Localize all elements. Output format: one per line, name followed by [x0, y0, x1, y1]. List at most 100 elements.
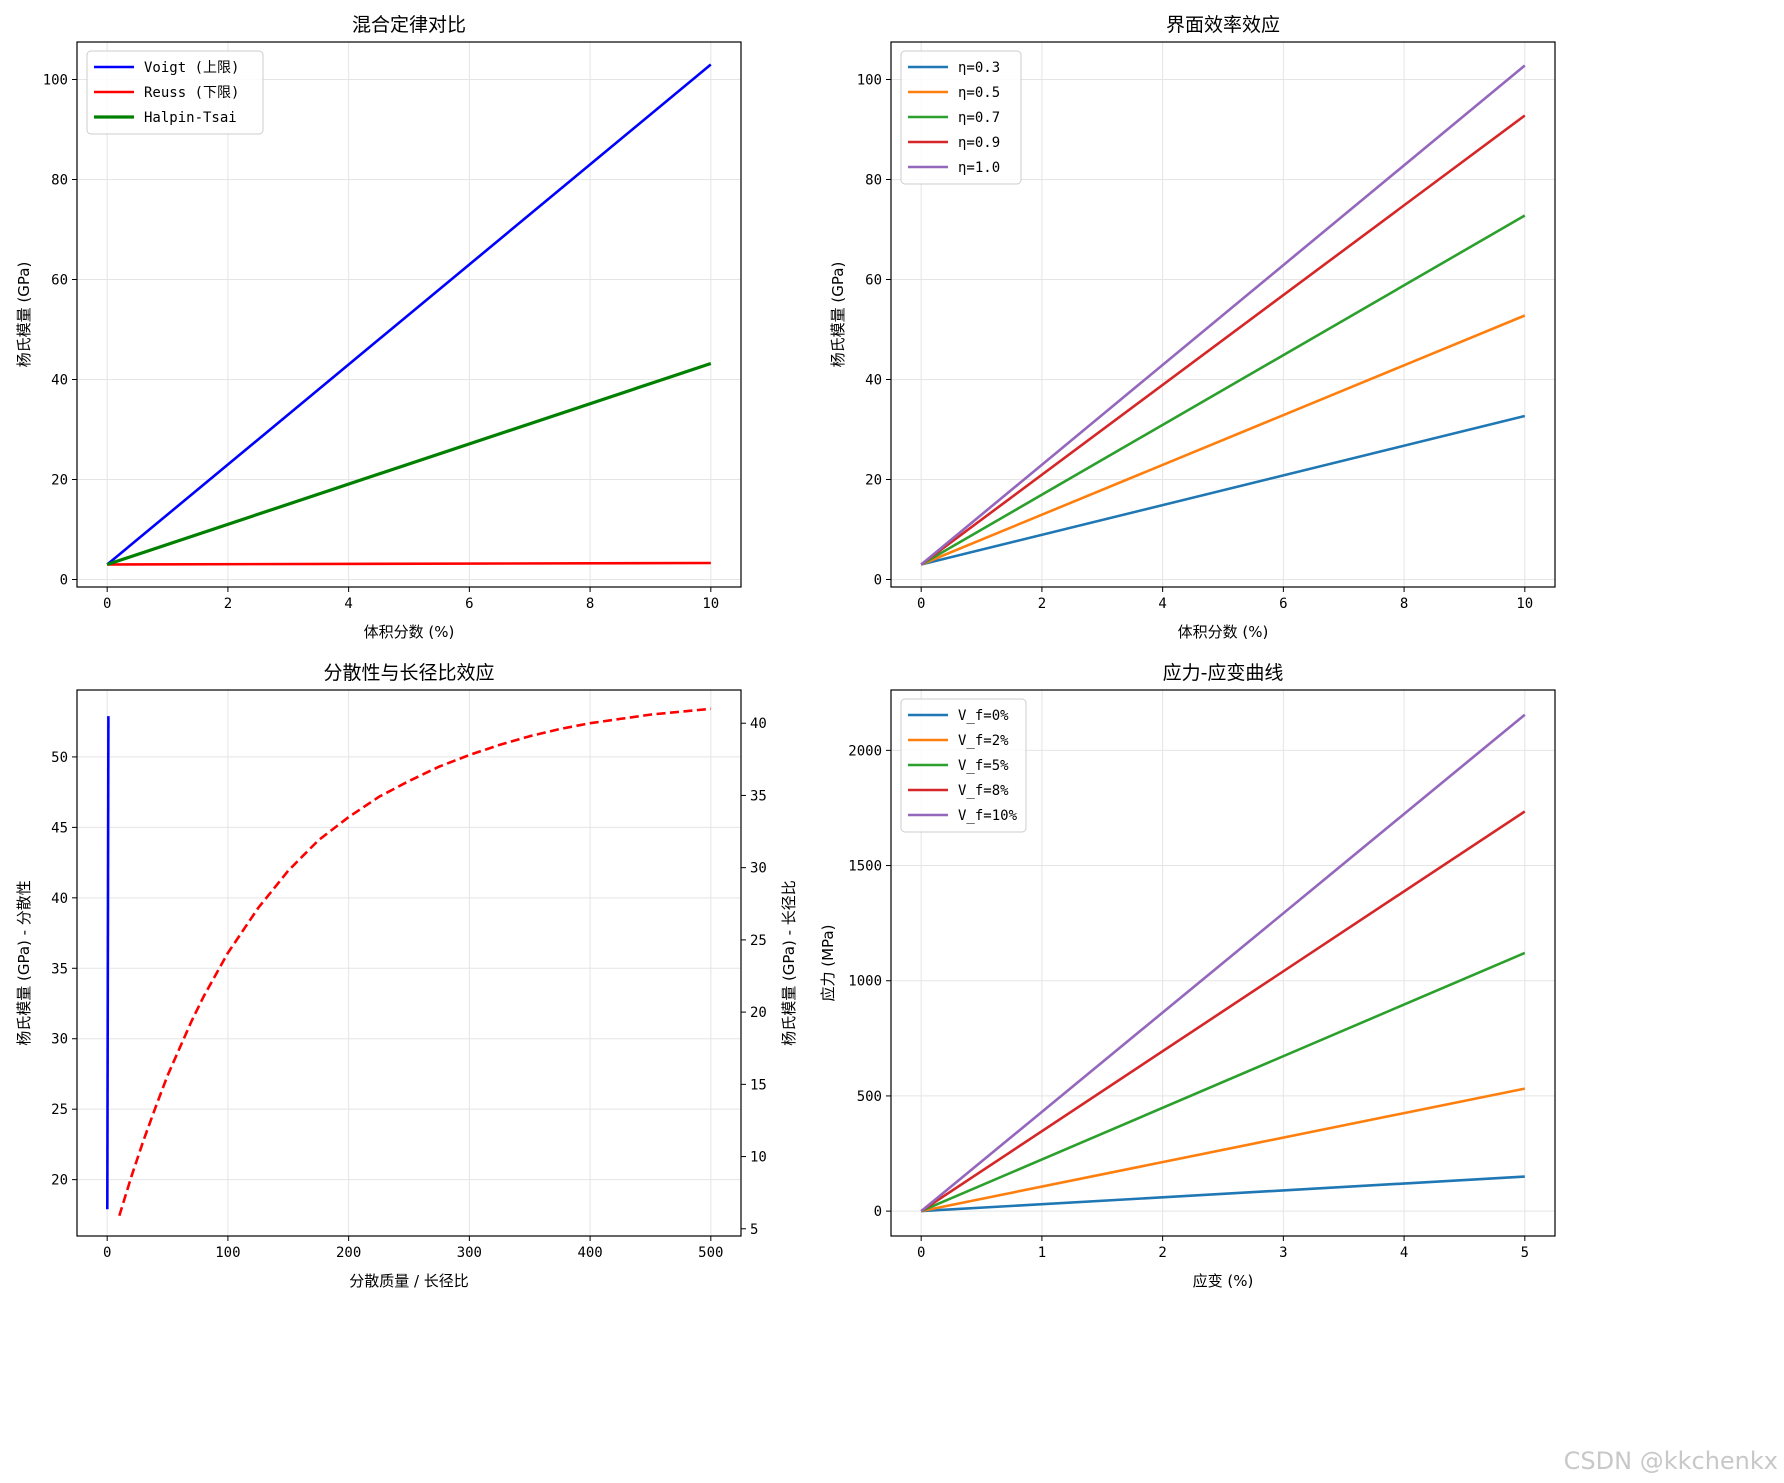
- y-tick-label: 45: [51, 820, 68, 836]
- axes-frame: [890, 689, 1556, 1237]
- axes-frame: [76, 689, 742, 1237]
- x-tick-label: 2: [224, 596, 232, 612]
- x-tick-label: 10: [1516, 596, 1533, 612]
- chart-title: 应力-应变曲线: [1163, 662, 1284, 684]
- legend-label: Halpin-Tsai: [144, 110, 237, 126]
- x-tick-label: 10: [702, 596, 719, 612]
- x-tick-label: 0: [917, 1245, 925, 1261]
- series-line-3: [920, 951, 1526, 1213]
- y-tick-label: 25: [51, 1102, 68, 1118]
- y-tick-label: 500: [857, 1089, 882, 1105]
- y-tick-label: 0: [60, 573, 68, 589]
- legend: η=0.3 η=0.5 η=0.7 η=0.9 η=1.0: [900, 50, 1022, 185]
- series-line-2: [118, 707, 711, 1217]
- y-tick-label: 0: [874, 573, 882, 589]
- legend-label: η=0.9: [958, 135, 1000, 151]
- x-tick-label: 4: [1400, 1245, 1408, 1261]
- y-tick-label: 20: [51, 1173, 68, 1189]
- series-line-1: [106, 63, 712, 566]
- legend-label: Voigt (上限): [144, 60, 239, 76]
- legend-frame: [86, 50, 264, 135]
- y-right-tick-label: 25: [750, 933, 767, 949]
- legend-label: V_f=5%: [958, 758, 1009, 774]
- x-tick-label: 8: [1400, 596, 1408, 612]
- x-tick-label: 0: [103, 596, 111, 612]
- series-line-1: [921, 1175, 1525, 1213]
- x-tick-label: 1: [1038, 1245, 1046, 1261]
- y-tick-label: 20: [865, 473, 882, 489]
- y-tick-label: 35: [51, 961, 68, 977]
- legend-label: V_f=0%: [958, 708, 1009, 724]
- y-right-tick-label: 5: [750, 1222, 758, 1238]
- y-right-tick-label: 40: [750, 716, 767, 732]
- x-tick-label: 6: [1279, 596, 1287, 612]
- legend-frame: [900, 698, 1027, 833]
- series-line-5: [920, 713, 1526, 1213]
- y-tick-label: 100: [43, 73, 68, 89]
- x-tick-label: 8: [586, 596, 594, 612]
- x-tick-label: 0: [103, 1245, 111, 1261]
- y-tick-label: 60: [51, 273, 68, 289]
- series-line-4: [920, 810, 1526, 1213]
- x-tick-label: 300: [457, 1245, 482, 1261]
- y-right-tick-label: 10: [750, 1150, 767, 1166]
- y-tick-label: 80: [51, 173, 68, 189]
- x-axis-label: 分散质量 / 长径比: [349, 1272, 469, 1290]
- x-axis-label: 应变 (%): [1193, 1272, 1254, 1290]
- y-tick-label: 0: [874, 1204, 882, 1220]
- legend-label: η=0.7: [958, 110, 1000, 126]
- x-tick-label: 0: [917, 596, 925, 612]
- x-tick-label: 2: [1038, 596, 1046, 612]
- y-right-tick-label: 20: [750, 1005, 767, 1021]
- legend-label: V_f=8%: [958, 783, 1009, 799]
- series-line-1: [920, 414, 1526, 566]
- series-line-2: [920, 1087, 1526, 1213]
- y-tick-label: 1000: [848, 974, 882, 990]
- legend-label: η=0.5: [958, 85, 1000, 101]
- legend: Voigt (上限) Reuss (下限) Halpin-Tsai: [86, 50, 264, 135]
- y-axis-label: 杨氏模量 (GPa): [15, 262, 33, 368]
- legend: V_f=0% V_f=2% V_f=5% V_f=8% V_f=10%: [900, 698, 1027, 833]
- series-line-2: [920, 314, 1526, 566]
- y-tick-label: 50: [51, 750, 68, 766]
- x-tick-label: 200: [336, 1245, 361, 1261]
- y-tick-label: 60: [865, 273, 882, 289]
- x-tick-label: 500: [698, 1245, 723, 1261]
- y-right-tick-label: 35: [750, 788, 767, 804]
- legend-label: η=1.0: [958, 160, 1000, 176]
- legend-frame: [900, 50, 1022, 185]
- x-tick-label: 5: [1521, 1245, 1529, 1261]
- y-axis-label: 杨氏模量 (GPa): [829, 262, 847, 368]
- y-right-tick-label: 30: [750, 861, 767, 877]
- x-tick-label: 4: [344, 596, 352, 612]
- x-axis-label: 体积分数 (%): [1178, 623, 1269, 641]
- x-tick-label: 4: [1158, 596, 1166, 612]
- y-tick-label: 1500: [848, 859, 882, 875]
- x-tick-label: 100: [215, 1245, 240, 1261]
- series-line-4: [920, 114, 1526, 566]
- y-tick-label: 40: [865, 373, 882, 389]
- y-axis-label: 应力 (MPa): [819, 925, 837, 1002]
- legend-label: V_f=10%: [958, 808, 1018, 824]
- x-tick-label: 3: [1279, 1245, 1287, 1261]
- y-tick-label: 80: [865, 173, 882, 189]
- y-tick-label: 20: [51, 473, 68, 489]
- axes-frame: [890, 41, 1556, 588]
- x-axis-label: 体积分数 (%): [364, 623, 455, 641]
- chart-title: 混合定律对比: [352, 14, 466, 36]
- x-tick-label: 6: [465, 596, 473, 612]
- x-tick-label: 2: [1158, 1245, 1166, 1261]
- series-line-2: [107, 561, 711, 566]
- series-line-3: [106, 361, 712, 567]
- y-right-tick-label: 15: [750, 1077, 767, 1093]
- watermark: CSDN @kkchenkx: [1563, 1447, 1778, 1475]
- legend-label: η=0.3: [958, 60, 1000, 76]
- series-line-1: [106, 716, 110, 1210]
- legend-label: Reuss (下限): [144, 85, 239, 101]
- chart-title: 分散性与长径比效应: [323, 662, 494, 684]
- x-tick-label: 400: [577, 1245, 602, 1261]
- y-tick-label: 40: [51, 891, 68, 907]
